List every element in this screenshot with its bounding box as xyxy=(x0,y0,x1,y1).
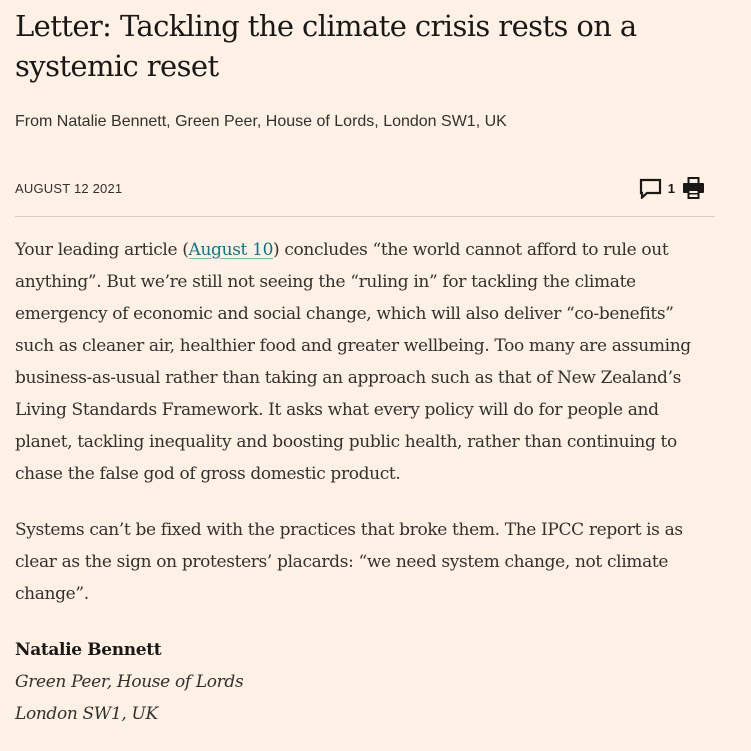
comment-count: 1 xyxy=(667,180,675,196)
print-button[interactable] xyxy=(682,176,705,200)
body-paragraph-1: Your leading article (August 10) conclud… xyxy=(15,240,691,484)
comments-button[interactable]: 1 xyxy=(639,178,675,199)
publish-date: AUGUST 12 2021 xyxy=(15,181,123,196)
article-standfirst: From Natalie Bennett, Green Peer, House … xyxy=(15,113,507,130)
article-tools: 1 xyxy=(639,176,705,200)
article-meta-bar: AUGUST 12 2021 1 xyxy=(15,176,715,217)
article: Letter: Tackling the climate crisis rest… xyxy=(15,0,715,730)
article-headline: Letter: Tackling the climate crisis rest… xyxy=(15,9,637,83)
comment-icon xyxy=(639,178,662,199)
inline-article-link[interactable]: August 10 xyxy=(188,240,274,260)
print-icon xyxy=(682,176,705,200)
signature-location: London SW1, UK xyxy=(15,704,158,724)
article-body: Your leading article (August 10) conclud… xyxy=(15,234,715,610)
body-paragraph-2: Systems can’t be fixed with the practice… xyxy=(15,520,683,604)
signature-name: Natalie Bennett xyxy=(15,640,162,660)
signature-title: Green Peer, House of Lords xyxy=(15,672,244,692)
letter-signature: Natalie Bennett Green Peer, House of Lor… xyxy=(15,634,715,730)
